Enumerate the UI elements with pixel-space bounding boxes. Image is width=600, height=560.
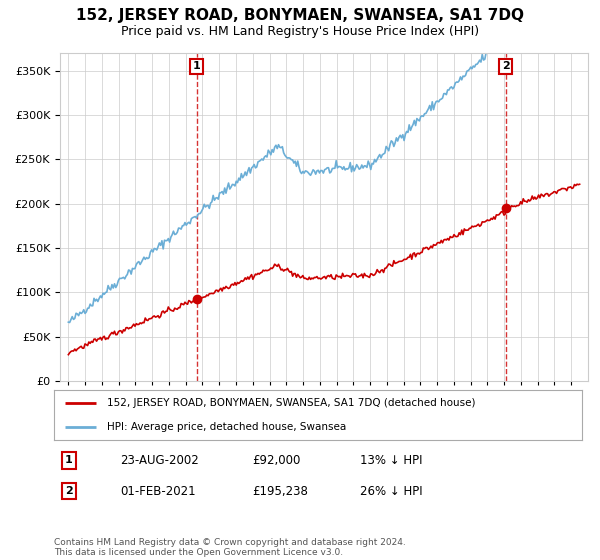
Text: HPI: Average price, detached house, Swansea: HPI: Average price, detached house, Swan…	[107, 422, 346, 432]
Text: £195,238: £195,238	[252, 484, 308, 498]
Text: 152, JERSEY ROAD, BONYMAEN, SWANSEA, SA1 7DQ (detached house): 152, JERSEY ROAD, BONYMAEN, SWANSEA, SA1…	[107, 398, 475, 408]
Text: 1: 1	[65, 455, 73, 465]
Text: Contains HM Land Registry data © Crown copyright and database right 2024.
This d: Contains HM Land Registry data © Crown c…	[54, 538, 406, 557]
Text: 152, JERSEY ROAD, BONYMAEN, SWANSEA, SA1 7DQ: 152, JERSEY ROAD, BONYMAEN, SWANSEA, SA1…	[76, 8, 524, 24]
Text: 2: 2	[65, 486, 73, 496]
Text: 01-FEB-2021: 01-FEB-2021	[120, 484, 196, 498]
Text: 2: 2	[502, 62, 509, 71]
Text: 13% ↓ HPI: 13% ↓ HPI	[360, 454, 422, 467]
Text: 26% ↓ HPI: 26% ↓ HPI	[360, 484, 422, 498]
Text: £92,000: £92,000	[252, 454, 301, 467]
Text: 23-AUG-2002: 23-AUG-2002	[120, 454, 199, 467]
Text: 1: 1	[193, 62, 200, 71]
Text: Price paid vs. HM Land Registry's House Price Index (HPI): Price paid vs. HM Land Registry's House …	[121, 25, 479, 38]
